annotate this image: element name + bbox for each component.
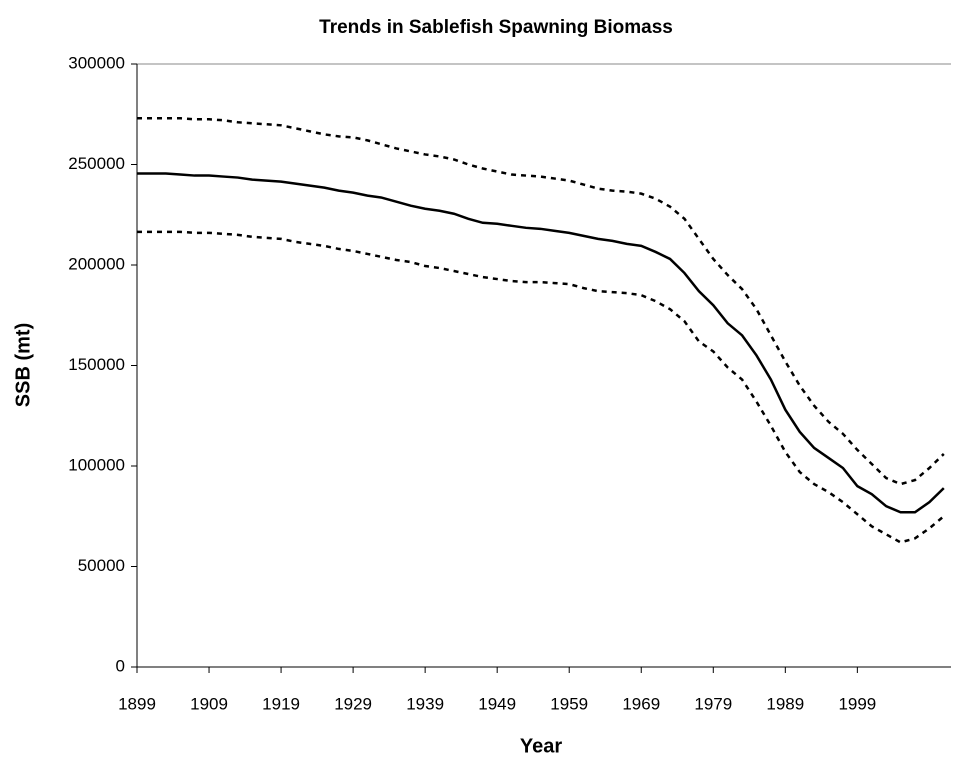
x-tick-label: 1909 <box>190 694 228 713</box>
confidence-line <box>137 230 945 544</box>
x-tick-label: 1949 <box>478 694 516 713</box>
y-tick-label: 200000 <box>68 254 125 273</box>
chart-title: Trends in Sablefish Spawning Biomass <box>319 17 673 38</box>
estimate-line <box>137 172 945 514</box>
x-tick-label: 1919 <box>262 694 300 713</box>
x-tick-label: 1939 <box>406 694 444 713</box>
y-tick-label: 0 <box>116 656 125 675</box>
x-tick-label: 1999 <box>838 694 876 713</box>
confidence-line <box>137 117 945 486</box>
y-tick-label: 100000 <box>68 455 125 474</box>
x-tick-label: 1959 <box>550 694 588 713</box>
x-axis-label: Year <box>520 735 562 757</box>
x-tick-label: 1979 <box>694 694 732 713</box>
x-tick-label: 1989 <box>766 694 804 713</box>
y-axis-label: SSB (mt) <box>12 323 34 407</box>
y-tick-label: 50000 <box>78 556 125 575</box>
y-tick-label: 300000 <box>68 53 125 72</box>
y-tick-label: 250000 <box>68 154 125 173</box>
x-tick-label: 1899 <box>118 694 156 713</box>
x-tick-label: 1929 <box>334 694 372 713</box>
y-tick-label: 150000 <box>68 355 125 374</box>
x-tick-label: 1969 <box>622 694 660 713</box>
